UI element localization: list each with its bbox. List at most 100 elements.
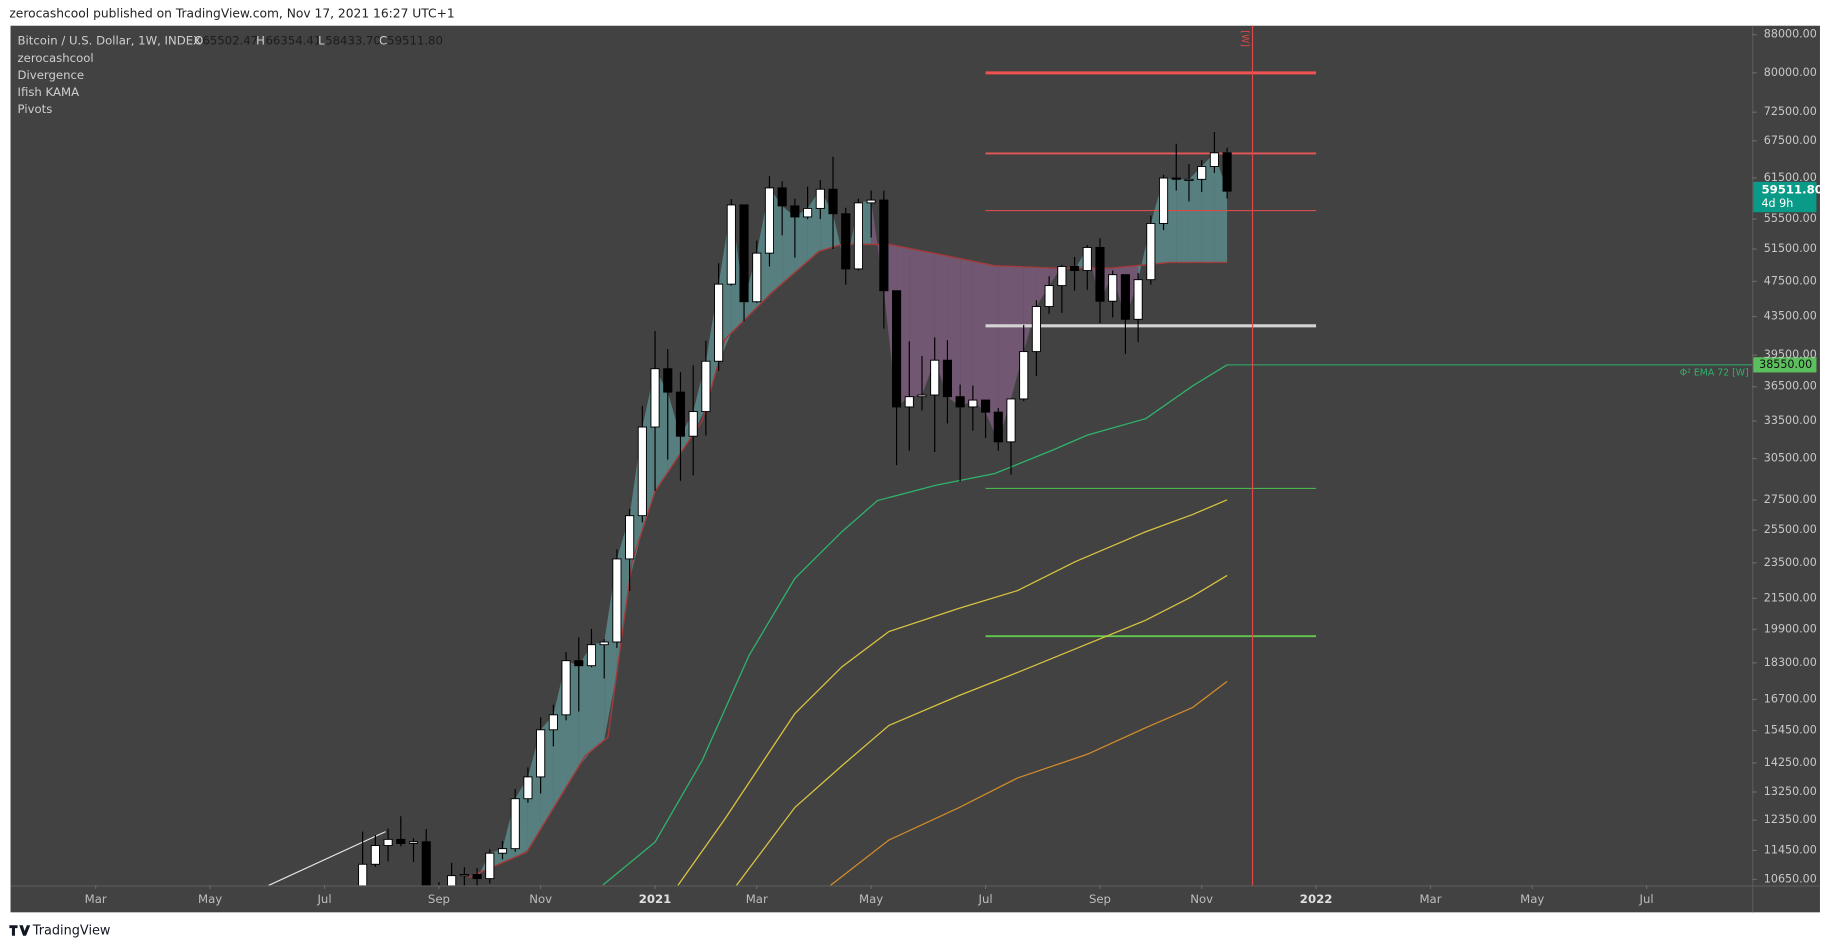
x-tick-label: May — [198, 892, 222, 906]
candle-body — [612, 558, 622, 643]
symbol-title: Bitcoin / U.S. Dollar, 1W, INDEX — [18, 33, 202, 47]
candle-body — [1133, 279, 1143, 320]
y-tick-label: 67500.00 — [1764, 134, 1817, 147]
x-tick-label: 2022 — [1300, 892, 1333, 906]
candle-body — [1095, 246, 1105, 302]
kama-fill — [782, 205, 795, 284]
brand-logo — [9, 925, 31, 936]
candle-body — [1057, 266, 1067, 287]
candle-body — [1171, 177, 1181, 180]
candle-body — [485, 852, 495, 880]
y-tick-label: 51500.00 — [1764, 242, 1817, 255]
kama-fill — [1188, 166, 1202, 263]
vertical-marker-label: [W] — [1239, 30, 1250, 47]
candle-body — [803, 207, 813, 218]
candle-body — [523, 776, 533, 800]
bar-countdown: 4d 9h — [1761, 197, 1793, 210]
ma-price-label: 38550.00 — [1759, 358, 1812, 371]
candle-body — [841, 213, 851, 270]
candle-body — [1006, 398, 1016, 443]
y-tick-label: 11450.00 — [1764, 843, 1817, 856]
kama-fill — [667, 392, 681, 473]
candle-body — [726, 204, 736, 285]
candle-body — [828, 188, 838, 215]
indicator-name: Ifish KAMA — [18, 85, 80, 99]
kama-fill — [922, 250, 935, 396]
kama-fill — [591, 641, 605, 751]
x-tick-label: May — [1520, 892, 1544, 906]
trendline — [268, 831, 386, 886]
candle-body — [459, 874, 469, 877]
y-tick-label: 10650.00 — [1764, 872, 1817, 885]
y-tick-label: 15450.00 — [1764, 724, 1817, 737]
candle-body — [981, 399, 991, 413]
y-tick-label: 36500.00 — [1764, 380, 1817, 393]
candle-body — [599, 641, 609, 646]
kama-fill — [960, 258, 973, 407]
y-tick-label: 30500.00 — [1764, 452, 1817, 465]
candle-body — [790, 205, 800, 218]
candle-body — [1184, 178, 1194, 181]
kama-fill — [1023, 266, 1037, 352]
candle-body — [688, 411, 698, 437]
candle-body — [1209, 152, 1219, 167]
indicator-name: zerocashcool — [18, 51, 94, 65]
candle-body — [764, 187, 775, 254]
publish-note: zerocashcool published on TradingView.co… — [9, 7, 454, 21]
candle-body — [396, 838, 406, 844]
ohlc-letter: H — [256, 33, 265, 47]
x-tick-label: Jul — [1639, 892, 1654, 906]
y-tick-label: 23500.00 — [1764, 556, 1817, 569]
indicator-name: Divergence — [18, 68, 85, 82]
candle-body — [917, 394, 927, 398]
candle-body — [370, 845, 380, 865]
brand-name: TradingView — [32, 924, 111, 939]
x-tick-label: Nov — [1190, 892, 1213, 906]
candle-body — [942, 359, 952, 398]
kama-fill — [985, 263, 999, 442]
candle-body — [1158, 177, 1169, 224]
candle-body — [408, 841, 419, 844]
candle-body — [968, 399, 978, 408]
candle-body — [1044, 285, 1054, 308]
candle-body — [955, 396, 965, 408]
y-tick-label: 21500.00 — [1764, 591, 1817, 604]
y-tick-label: 14250.00 — [1764, 756, 1817, 769]
kama-fill — [578, 644, 592, 767]
indicator-name: Pivots — [18, 102, 53, 116]
y-tick-label: 16700.00 — [1764, 692, 1817, 705]
candle-body — [815, 188, 825, 209]
candle-body — [1222, 152, 1232, 192]
ma-line — [677, 499, 1228, 886]
kama-fill — [998, 265, 1011, 442]
candle-body — [930, 359, 940, 396]
candle-body — [574, 660, 584, 667]
last-price-label: 59511.80 — [1761, 183, 1822, 197]
x-tick-label: Nov — [529, 892, 552, 906]
candle-body — [447, 875, 457, 886]
candle-body — [1019, 351, 1029, 400]
candle-body — [561, 660, 571, 716]
candle-body — [510, 798, 520, 850]
candle-body — [675, 391, 686, 437]
candle-body — [625, 515, 635, 560]
ma-price-tag — [1753, 357, 1817, 373]
ma-line — [602, 364, 1228, 886]
overlay: Bitcoin / U.S. Dollar, 1W, INDEX O 65502… — [18, 25, 1823, 886]
candle-body — [1197, 166, 1207, 180]
y-tick-label: 39500.00 — [1764, 348, 1817, 361]
kama-fill — [794, 208, 808, 273]
x-tick-label: Sep — [1089, 892, 1111, 906]
y-tick-label: 55500.00 — [1764, 212, 1817, 225]
candle-body — [472, 874, 482, 880]
candle-body — [853, 202, 864, 270]
candle-body — [1082, 246, 1092, 272]
kama-fill — [1214, 152, 1228, 263]
ohlc-value: 58433.70 — [325, 33, 381, 47]
candle-body — [866, 199, 876, 204]
candle-body — [548, 714, 558, 731]
candle-body — [892, 290, 902, 408]
candle-body — [536, 729, 546, 778]
candle-body — [1108, 274, 1118, 302]
